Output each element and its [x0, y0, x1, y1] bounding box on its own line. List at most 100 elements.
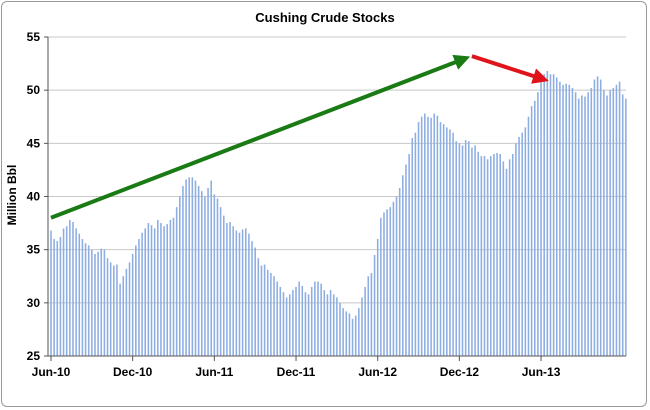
bar-168: [577, 98, 580, 356]
bar-65: [254, 247, 256, 356]
bar-17: [103, 249, 106, 356]
bar-23: [122, 276, 125, 356]
bar-71: [273, 276, 275, 356]
axes: [44, 36, 626, 361]
bar-8: [75, 228, 77, 356]
bar-163: [562, 84, 564, 356]
bar-127: [449, 129, 451, 356]
bar-155: [537, 92, 539, 356]
bar-132: [464, 140, 467, 356]
bar-14: [94, 253, 96, 356]
bar-67: [260, 265, 263, 356]
bar-55: [222, 215, 225, 356]
bar-89: [329, 290, 332, 356]
bar-90: [332, 294, 335, 356]
bar-32: [150, 225, 153, 356]
y-tick-label-30: 30: [27, 296, 41, 310]
x-tick-label-Dec-11: Dec-11: [277, 365, 316, 379]
bar-148: [515, 143, 517, 356]
bar-41: [179, 196, 181, 356]
bar-161: [555, 77, 558, 356]
bar-94: [345, 311, 348, 356]
bar-176: [603, 90, 605, 357]
bar-0: [50, 230, 52, 356]
bar-134: [471, 147, 473, 356]
bar-20: [113, 265, 115, 356]
bar-157: [543, 74, 545, 356]
bar-101: [367, 276, 370, 356]
bar-52: [213, 194, 216, 356]
bar-46: [194, 180, 197, 356]
bar-111: [398, 187, 401, 356]
bar-109: [392, 201, 395, 356]
bar-56: [226, 223, 228, 356]
bar-2: [56, 241, 59, 356]
bar-62: [244, 228, 247, 356]
y-tick-label-45: 45: [27, 136, 41, 150]
bar-49: [204, 196, 206, 356]
bar-85: [317, 281, 319, 356]
bar-7: [72, 222, 74, 356]
bar-97: [354, 315, 357, 356]
bar-143: [499, 153, 501, 356]
bar-147: [511, 153, 514, 356]
bar-74: [282, 292, 285, 356]
bar-107: [386, 209, 388, 356]
bar-79: [298, 281, 300, 356]
bar-104: [376, 239, 379, 356]
x-tick-label-Jun-10: Jun-10: [32, 365, 71, 379]
bar-91: [336, 297, 338, 356]
bar-172: [590, 88, 593, 356]
bar-167: [574, 92, 577, 356]
y-tick-label-25: 25: [27, 349, 41, 363]
bar-11: [84, 243, 87, 356]
bar-54: [219, 207, 222, 356]
bar-38: [169, 219, 172, 356]
bar-28: [138, 239, 140, 356]
bar-164: [565, 83, 567, 356]
bar-103: [373, 254, 376, 356]
x-tick-label-Jun-13: Jun-13: [522, 365, 561, 379]
bar-75: [285, 297, 288, 356]
bar-118: [420, 116, 423, 356]
bar-142: [496, 152, 498, 356]
bar-70: [270, 273, 272, 356]
bar-145: [505, 168, 508, 356]
tick-labels: 25 30 35 40 45 50 55 Jun-10 Dec-10 Jun-11 Dec-11 Ju…: [27, 30, 561, 379]
bar-77: [292, 290, 294, 356]
bar-36: [163, 226, 165, 356]
bar-126: [446, 127, 448, 356]
downtrend-arrow: [471, 54, 549, 84]
bar-100: [364, 286, 366, 356]
bar-178: [609, 90, 611, 357]
bar-6: [69, 219, 71, 356]
bar-162: [559, 81, 561, 356]
bar-1: [53, 239, 55, 356]
bar-13: [91, 249, 93, 356]
bar-153: [530, 106, 533, 356]
bar-180: [615, 84, 618, 356]
bar-27: [135, 245, 137, 356]
bar-39: [172, 217, 175, 356]
bar-26: [131, 253, 134, 356]
bar-84: [314, 281, 316, 356]
bar-34: [157, 219, 159, 356]
trend-arrows: [50, 54, 549, 220]
bar-133: [468, 141, 470, 356]
bar-135: [474, 145, 476, 356]
bar-181: [618, 81, 621, 356]
gridlines: [48, 36, 626, 304]
bar-183: [625, 98, 627, 356]
bar-47: [197, 185, 200, 356]
bar-37: [166, 224, 169, 356]
bar-139: [486, 159, 489, 356]
bar-87: [323, 290, 326, 356]
bar-9: [78, 233, 81, 356]
bar-69: [266, 269, 269, 356]
bar-116: [414, 132, 417, 356]
bar-93: [342, 308, 344, 356]
bar-88: [326, 294, 329, 356]
bar-15: [97, 251, 99, 356]
bar-33: [153, 228, 156, 356]
bar-81: [304, 292, 307, 356]
